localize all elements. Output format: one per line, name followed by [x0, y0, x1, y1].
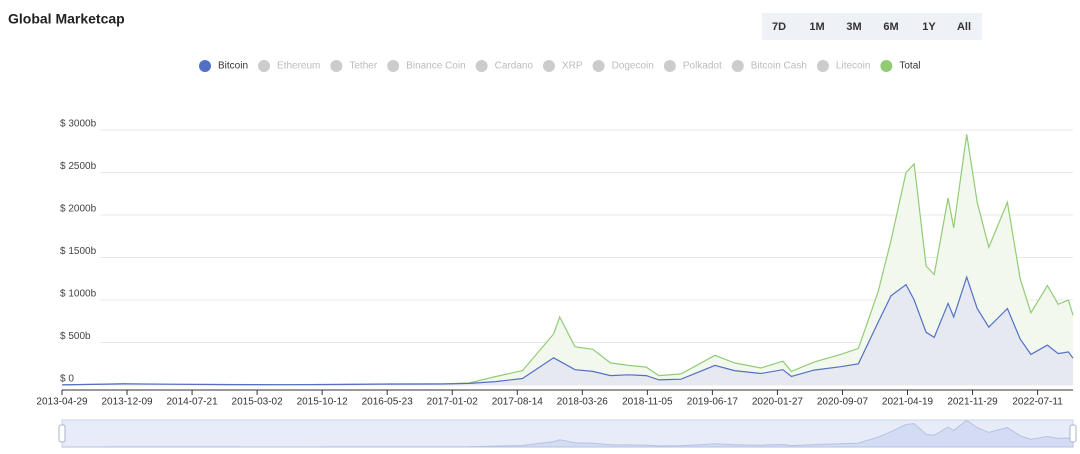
legend-label[interactable]: Cardano — [495, 61, 534, 72]
navigator-handle[interactable] — [58, 424, 66, 443]
legend-marker[interactable] — [731, 60, 744, 72]
legend-label[interactable]: Litecoin — [836, 61, 870, 72]
y-tick-label: $ 2000b — [60, 204, 97, 215]
y-tick-label: $ 1000b — [60, 289, 97, 300]
series-area — [62, 277, 1073, 385]
x-tick-label: 2020-01-27 — [752, 397, 804, 408]
x-tick-label: 2022-07-11 — [1012, 397, 1063, 408]
y-tick-label: $ 0 — [60, 374, 74, 385]
legend-label[interactable]: Binance Coin — [406, 61, 465, 72]
legend-marker[interactable] — [387, 60, 400, 72]
legend-label[interactable]: Ethereum — [277, 61, 320, 72]
x-tick-label: 2020-09-07 — [817, 397, 869, 408]
x-tick-label: 2013-04-29 — [36, 397, 88, 408]
x-tick-label: 2018-03-26 — [557, 397, 609, 408]
y-tick-label: $ 500b — [60, 331, 91, 342]
x-tick-label: 2014-07-21 — [166, 397, 218, 408]
legend-label[interactable]: Polkadot — [683, 61, 722, 72]
navigator-handle[interactable] — [1069, 424, 1077, 443]
y-tick-label: $ 1500b — [60, 246, 97, 257]
x-tick-label: 2015-03-02 — [232, 397, 284, 408]
legend-marker[interactable] — [816, 60, 829, 72]
range-button[interactable]: 3M — [846, 21, 861, 33]
y-tick-label: $ 3000b — [60, 119, 97, 130]
legend-marker[interactable] — [475, 60, 488, 72]
y-tick-label: $ 2500b — [60, 161, 97, 172]
range-button[interactable]: All — [957, 21, 971, 33]
x-tick-label: 2021-04-19 — [882, 397, 934, 408]
legend-marker[interactable] — [330, 60, 343, 72]
chart-title: Global Marketcap — [8, 11, 125, 27]
range-button[interactable]: 1Y — [922, 21, 936, 33]
x-tick-label: 2018-11-05 — [622, 397, 673, 408]
legend-marker[interactable] — [543, 60, 556, 72]
legend-label[interactable]: Bitcoin Cash — [751, 61, 807, 72]
range-bar — [762, 13, 982, 40]
range-button[interactable]: 1M — [809, 21, 824, 33]
x-tick-label: 2017-08-14 — [492, 397, 544, 408]
legend-label[interactable]: XRP — [562, 61, 583, 72]
legend-marker[interactable] — [880, 60, 893, 72]
legend-marker[interactable] — [199, 60, 211, 72]
range-button[interactable]: 7D — [772, 21, 786, 33]
x-tick-label: 2019-06-17 — [687, 397, 739, 408]
legend-marker[interactable] — [663, 60, 676, 72]
navigator-area — [61, 419, 1074, 448]
x-tick-label: 2016-05-23 — [362, 397, 414, 408]
x-tick-label: 2021-11-29 — [947, 397, 998, 408]
legend-marker[interactable] — [592, 60, 605, 72]
legend-marker[interactable] — [258, 60, 271, 72]
range-button[interactable]: 6M — [883, 21, 898, 33]
legend-label[interactable]: Dogecoin — [612, 61, 654, 72]
legend-label[interactable]: Total — [899, 61, 920, 72]
x-tick-label: 2015-10-12 — [297, 397, 349, 408]
legend-label[interactable]: Tether — [349, 61, 377, 72]
x-tick-label: 2017-01-02 — [427, 397, 479, 408]
x-tick-label: 2013-12-09 — [101, 397, 153, 408]
series-line — [61, 275, 1074, 386]
legend-label[interactable]: Bitcoin — [218, 61, 248, 72]
